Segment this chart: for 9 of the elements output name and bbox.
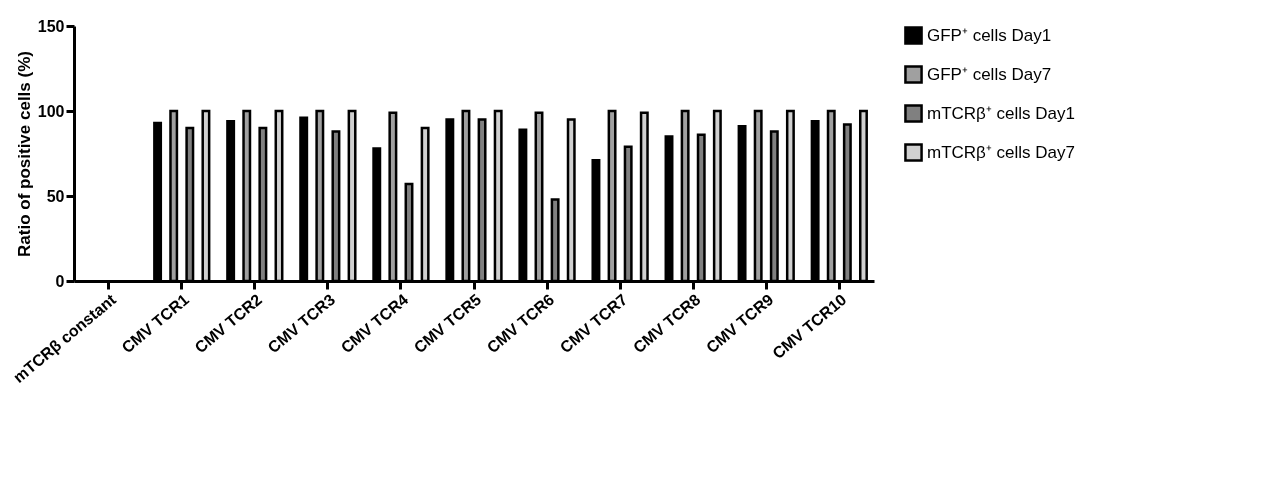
y-tick-label: 150 bbox=[37, 17, 65, 35]
y-tick-label: 0 bbox=[55, 272, 65, 290]
y-axis-title: Ratio of positive cells (%) bbox=[14, 51, 34, 257]
legend-label: mTCRβ⁺ cells Day7 bbox=[927, 142, 1076, 162]
legend-label: mTCRβ⁺ cells Day1 bbox=[927, 103, 1076, 123]
y-tick-label: 50 bbox=[46, 187, 65, 205]
legend-label: GFP⁺ cells Day1 bbox=[927, 25, 1052, 45]
y-tick-label: 100 bbox=[37, 102, 65, 120]
legend-label: GFP⁺ cells Day7 bbox=[927, 64, 1052, 84]
